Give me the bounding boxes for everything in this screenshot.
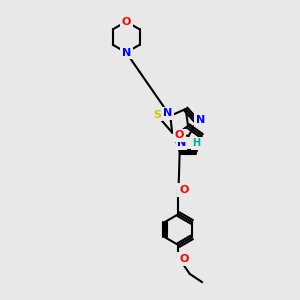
Text: O: O — [175, 130, 184, 140]
Text: H: H — [192, 138, 200, 148]
Text: O: O — [122, 16, 131, 27]
Text: O: O — [179, 254, 188, 264]
Text: N: N — [196, 115, 205, 125]
Text: N: N — [163, 108, 172, 118]
Text: N: N — [122, 47, 131, 58]
Text: S: S — [154, 110, 161, 120]
Text: N: N — [177, 138, 186, 148]
Text: O: O — [179, 185, 188, 195]
